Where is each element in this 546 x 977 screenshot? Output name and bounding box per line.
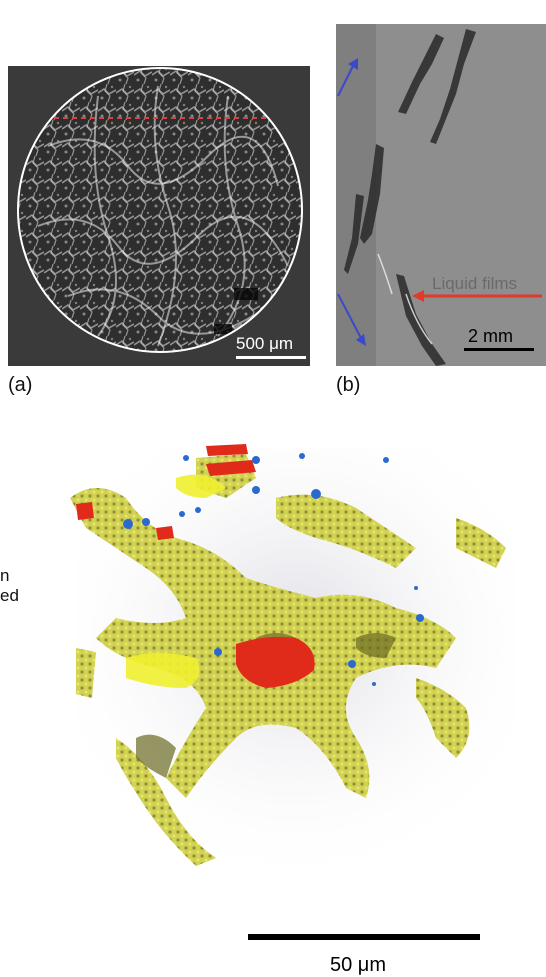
scale-bar-b (464, 348, 534, 351)
panel-label-a: (a) (8, 374, 33, 396)
radiograph-b: Liquid films 2 mm (336, 24, 546, 366)
side-text-line-1: n (0, 566, 10, 585)
micrograph-a-image (17, 67, 303, 353)
scale-label-c: 50 μm (330, 954, 386, 976)
scale-label-b: 2 mm (468, 326, 513, 346)
scale-bar-a (236, 356, 306, 359)
scale-label-a: 500 μm (236, 334, 294, 353)
side-text-line-2: ed (0, 586, 19, 605)
tomography-rendering-c-image (70, 444, 516, 868)
tomography-rendering-c (56, 438, 546, 878)
scale-bar-c (248, 934, 480, 940)
micrograph-a: 500 μm (8, 66, 310, 366)
radiograph-b-image (336, 24, 546, 366)
side-text: n ed (0, 566, 19, 606)
panel-label-b: (b) (336, 374, 361, 396)
liquid-films-annotation: Liquid films (432, 274, 518, 293)
